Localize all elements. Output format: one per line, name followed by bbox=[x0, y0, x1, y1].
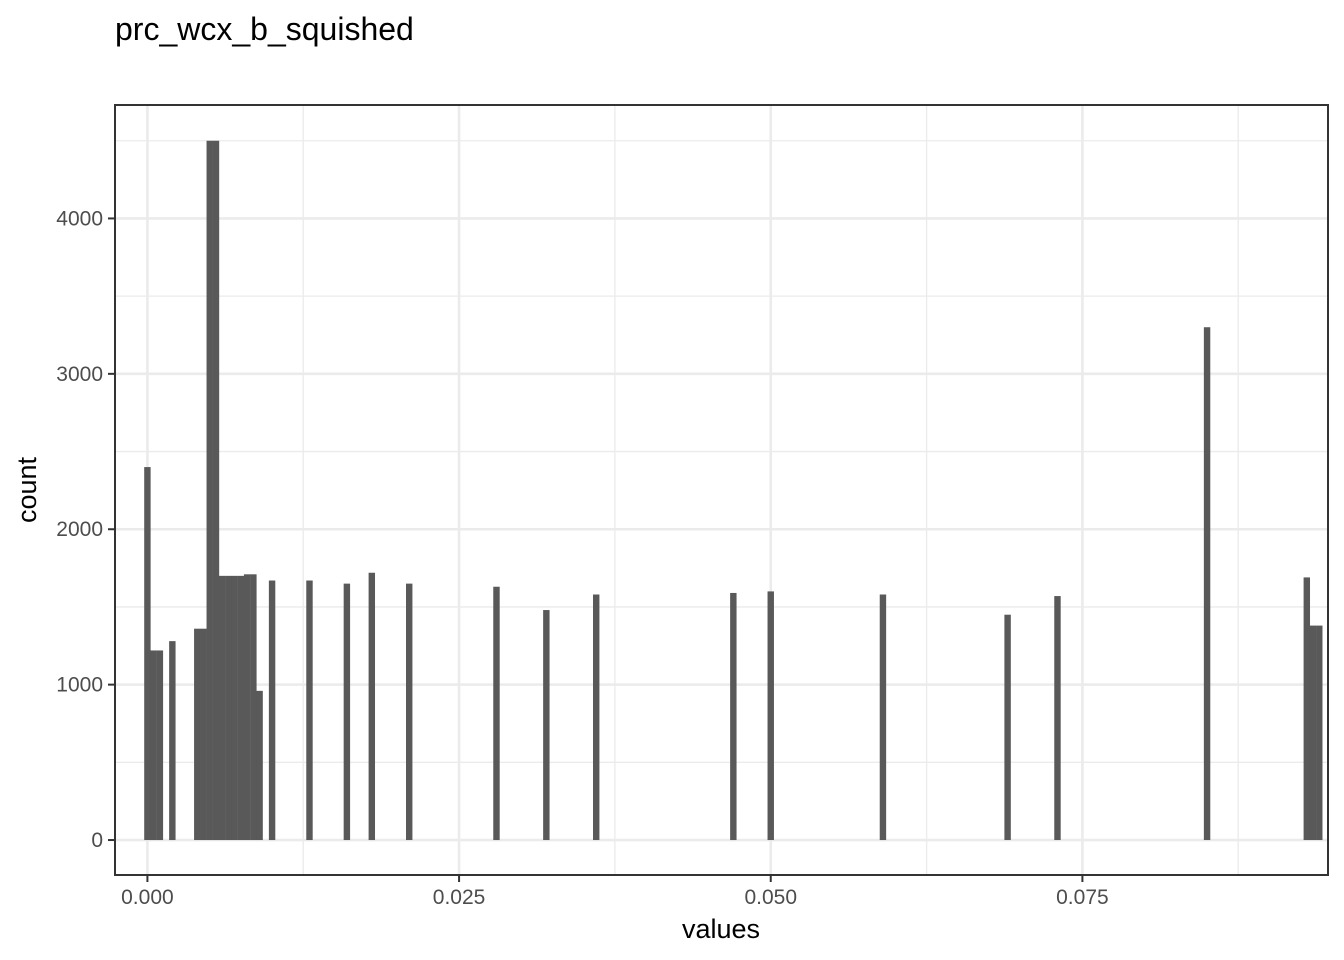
plot-frame bbox=[114, 104, 1329, 876]
y-tick-label: 0 bbox=[91, 829, 103, 852]
histogram-bar bbox=[306, 580, 313, 841]
histogram-bar bbox=[200, 628, 207, 841]
histogram-bar bbox=[767, 591, 774, 841]
histogram-bar bbox=[212, 140, 220, 841]
histogram-bar bbox=[493, 586, 500, 841]
histogram-bar bbox=[144, 467, 151, 841]
histogram-bar bbox=[194, 628, 201, 841]
histogram-bar bbox=[169, 641, 176, 841]
x-tick-label: 0.075 bbox=[1056, 886, 1109, 909]
histogram-bar bbox=[543, 610, 550, 841]
histogram-bar bbox=[150, 650, 157, 841]
histogram-bar bbox=[1303, 577, 1311, 841]
histogram-bar bbox=[1054, 596, 1061, 841]
x-tick-label: 0.050 bbox=[744, 886, 797, 909]
x-tick-label: 0.000 bbox=[121, 886, 174, 909]
plot-panel bbox=[115, 105, 1328, 875]
histogram-bar bbox=[1203, 327, 1211, 841]
x-axis-title: values bbox=[682, 914, 760, 944]
histogram-bar bbox=[406, 583, 413, 841]
histogram-bar bbox=[243, 574, 251, 841]
histogram-bar bbox=[256, 690, 263, 841]
histogram-bar bbox=[231, 575, 238, 841]
histogram-bar bbox=[156, 650, 164, 841]
histogram-bars bbox=[144, 140, 1323, 841]
histogram-bar bbox=[206, 140, 213, 841]
y-tick-label: 4000 bbox=[56, 207, 103, 230]
chart-title: prc_wcx_b_squished bbox=[115, 11, 414, 47]
histogram-bar bbox=[268, 580, 276, 841]
x-axis: 0.000 0.025 0.050 0.075 bbox=[121, 875, 1109, 909]
y-tick-label: 2000 bbox=[56, 518, 103, 541]
x-tick-label: 0.025 bbox=[433, 886, 486, 909]
histogram-bar bbox=[219, 575, 226, 841]
y-tick-label: 3000 bbox=[56, 363, 103, 386]
histogram-bar bbox=[250, 574, 257, 841]
y-axis: 0 1000 2000 3000 4000 bbox=[56, 207, 115, 852]
y-axis-title: count bbox=[12, 456, 42, 523]
histogram-bar bbox=[879, 594, 887, 841]
histogram-bar bbox=[343, 583, 351, 841]
histogram-bar bbox=[1004, 614, 1011, 841]
histogram-bar bbox=[593, 594, 600, 841]
histogram-bar bbox=[1316, 625, 1323, 841]
histogram-bar bbox=[1309, 625, 1317, 841]
histogram-bar bbox=[237, 575, 245, 841]
histogram-bar bbox=[368, 572, 376, 841]
histogram-bar bbox=[730, 592, 737, 841]
histogram-bar bbox=[225, 575, 232, 841]
y-tick-label: 1000 bbox=[56, 674, 103, 697]
